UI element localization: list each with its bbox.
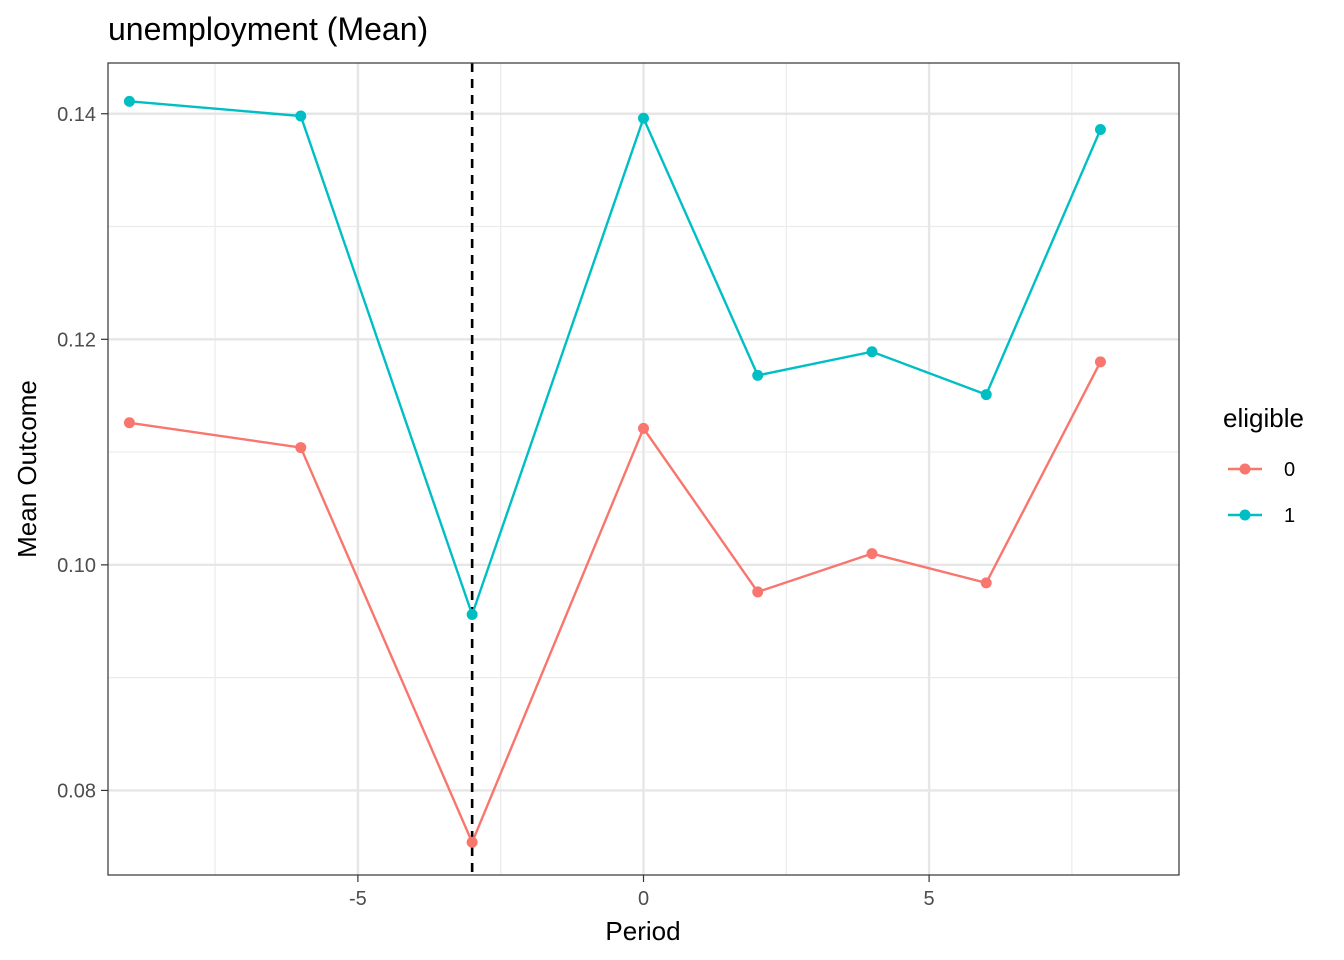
legend-title: eligible (1223, 403, 1304, 433)
data-point (295, 442, 307, 454)
data-point (980, 577, 992, 589)
y-tick-label: 0.08 (57, 780, 96, 802)
series-0 (123, 356, 1106, 848)
data-point (1094, 124, 1106, 136)
data-point (466, 608, 478, 620)
data-point (1094, 356, 1106, 368)
data-point (123, 417, 135, 429)
series-line-1 (129, 100, 1102, 619)
data-point (295, 110, 307, 122)
data-point (752, 369, 764, 381)
y-tick-label: 0.14 (57, 104, 96, 126)
x-axis-title: Period (605, 916, 680, 946)
y-tick-label: 0.10 (57, 555, 96, 577)
y-axis-title: Mean Outcome (12, 380, 42, 558)
legend-item-0: 0 (1228, 459, 1295, 481)
data-point (752, 586, 764, 598)
series-line-0 (129, 361, 1102, 846)
legend-key-point (1239, 463, 1251, 475)
data-point (638, 422, 649, 434)
x-tick-label: 0 (638, 888, 649, 910)
x-axis-ticks: -5 0 5 (349, 875, 935, 910)
data-point (123, 95, 135, 107)
legend-label: 0 (1284, 459, 1295, 481)
y-tick-label: 0.12 (57, 329, 96, 351)
x-tick-label: -5 (349, 888, 367, 910)
x-tick-label: 5 (924, 888, 935, 910)
legend-key-point (1239, 509, 1251, 521)
major-gridlines (108, 63, 1179, 875)
chart-title: unemployment (Mean) (108, 11, 428, 47)
y-axis-ticks: 0.08 0.10 0.12 0.14 (57, 104, 108, 802)
data-point (866, 346, 878, 358)
data-point (466, 836, 478, 848)
legend-item-1: 1 (1228, 505, 1295, 527)
series-1 (123, 95, 1106, 620)
legend: eligible 0 1 (1223, 403, 1304, 527)
data-point (980, 389, 992, 401)
legend-label: 1 (1284, 505, 1295, 527)
data-point (866, 548, 878, 560)
series-layer (123, 95, 1106, 848)
data-point (638, 112, 649, 124)
